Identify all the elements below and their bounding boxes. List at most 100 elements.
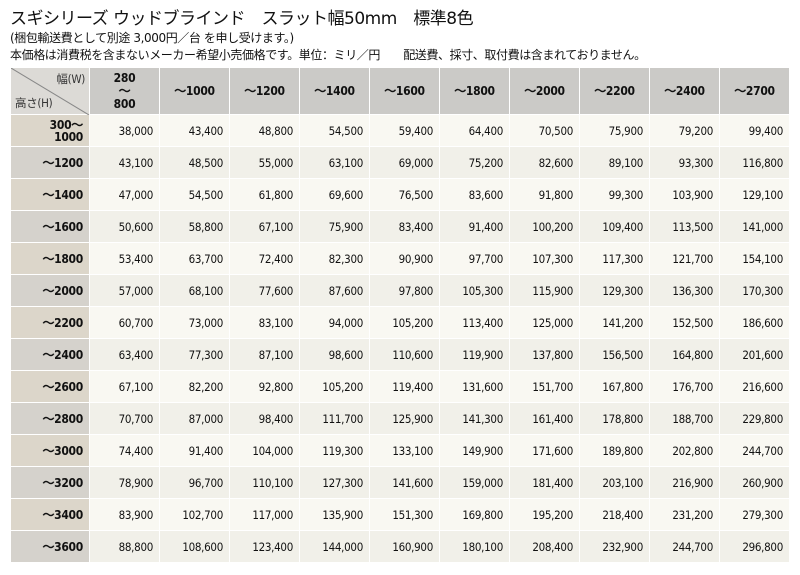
row-header: 300～ 1000 [10,114,90,147]
price-cell: 181,400 [509,466,580,499]
price-cell: 83,600 [439,178,510,211]
price-cell: 82,600 [509,146,580,179]
table-row: ～2400 63,400 77,300 87,100 98,600 110,600 119,… [10,338,790,371]
column-header: ～1600 [369,67,440,115]
price-cell: 91,400 [159,434,230,467]
price-note: 本価格は消費税を含まないメーカー希望小売価格です。単位：ミリ／円 配送費、採寸、… [10,48,646,62]
price-cell: 159,000 [439,466,510,499]
price-cell: 105,200 [299,370,370,403]
height-label: 高さ(H) [15,96,53,110]
price-cell: 110,100 [229,466,300,499]
price-cell: 43,400 [159,114,230,147]
price-cell: 68,100 [159,274,230,307]
price-cell: 43,100 [89,146,160,179]
price-cell: 94,000 [299,306,370,339]
price-cell: 202,800 [649,434,720,467]
price-cell: 195,200 [509,498,580,531]
price-cell: 141,000 [719,210,790,243]
price-cell: 89,100 [579,146,650,179]
price-cell: 72,400 [229,242,300,275]
price-cell: 63,100 [299,146,370,179]
price-cell: 131,600 [439,370,510,403]
table-row: ～1800 53,400 63,700 72,400 82,300 90,900 97,70… [10,242,790,275]
price-cell: 244,700 [719,434,790,467]
price-cell: 141,200 [579,306,650,339]
price-cell: 57,000 [89,274,160,307]
price-cell: 67,100 [89,370,160,403]
table-row: ～2000 57,000 68,100 77,600 87,600 97,800 105,3… [10,274,790,307]
price-cell: 125,000 [509,306,580,339]
column-header: ～1400 [299,67,370,115]
price-cell: 188,700 [649,402,720,435]
price-cell: 151,700 [509,370,580,403]
table-row: ～3600 88,800 108,600 123,400 144,000 160,900 1… [10,530,790,563]
price-cell: 216,600 [719,370,790,403]
price-cell: 99,400 [719,114,790,147]
price-cell: 87,600 [299,274,370,307]
price-cell: 48,500 [159,146,230,179]
row-header: ～1800 [10,242,90,275]
price-cell: 103,900 [649,178,720,211]
price-cell: 229,800 [719,402,790,435]
page-title: スギシリーズ ウッドブラインド スラット幅50mm 標準8色 [10,9,474,29]
price-cell: 90,900 [369,242,440,275]
price-cell: 201,600 [719,338,790,371]
price-cell: 186,600 [719,306,790,339]
price-cell: 125,900 [369,402,440,435]
price-cell: 160,900 [369,530,440,563]
price-cell: 117,000 [229,498,300,531]
width-label: 幅(W) [56,72,85,86]
diagonal-divider [11,68,89,115]
price-cell: 115,900 [509,274,580,307]
price-cell: 161,400 [509,402,580,435]
price-cell: 119,300 [299,434,370,467]
price-cell: 64,400 [439,114,510,147]
price-cell: 97,800 [369,274,440,307]
row-header: ～1400 [10,178,90,211]
table-row: ～2600 67,100 82,200 92,800 105,200 119,400 131… [10,370,790,403]
price-cell: 151,300 [369,498,440,531]
price-cell: 96,700 [159,466,230,499]
price-cell: 54,500 [299,114,370,147]
price-cell: 87,000 [159,402,230,435]
price-cell: 164,800 [649,338,720,371]
corner-header: 幅(W) 高さ(H) [10,67,90,115]
row-header: ～1600 [10,210,90,243]
price-cell: 98,600 [299,338,370,371]
price-cell: 75,900 [579,114,650,147]
price-cell: 169,800 [439,498,510,531]
price-table: 幅(W) 高さ(H) 280 ～ 800 ～1000 ～1200 ～1400 ～1600… [10,67,790,563]
price-cell: 203,100 [579,466,650,499]
price-cell: 141,600 [369,466,440,499]
price-cell: 127,300 [299,466,370,499]
price-cell: 105,200 [369,306,440,339]
column-header: ～2000 [509,67,580,115]
price-cell: 79,200 [649,114,720,147]
price-cell: 189,800 [579,434,650,467]
price-cell: 102,700 [159,498,230,531]
price-cell: 113,500 [649,210,720,243]
price-cell: 83,100 [229,306,300,339]
price-cell: 83,400 [369,210,440,243]
price-cell: 47,000 [89,178,160,211]
price-cell: 53,400 [89,242,160,275]
price-cell: 149,900 [439,434,510,467]
price-cell: 116,800 [719,146,790,179]
column-header: 280 ～ 800 [89,67,160,115]
row-header: ～3200 [10,466,90,499]
row-header: ～1200 [10,146,90,179]
price-cell: 121,700 [649,242,720,275]
price-cell: 48,800 [229,114,300,147]
price-cell: 93,300 [649,146,720,179]
price-cell: 279,300 [719,498,790,531]
column-header: ～1000 [159,67,230,115]
price-cell: 63,400 [89,338,160,371]
price-cell: 69,000 [369,146,440,179]
price-cell: 76,500 [369,178,440,211]
shipping-note: (梱包輸送費として別途 3,000円／台 を申し受けます。) [10,31,294,45]
price-cell: 123,400 [229,530,300,563]
price-cell: 170,300 [719,274,790,307]
table-row: ～1600 50,600 58,800 67,100 75,900 83,400 91,40… [10,210,790,243]
table-row: ～3200 78,900 96,700 110,100 127,300 141,600 15… [10,466,790,499]
price-cell: 82,200 [159,370,230,403]
